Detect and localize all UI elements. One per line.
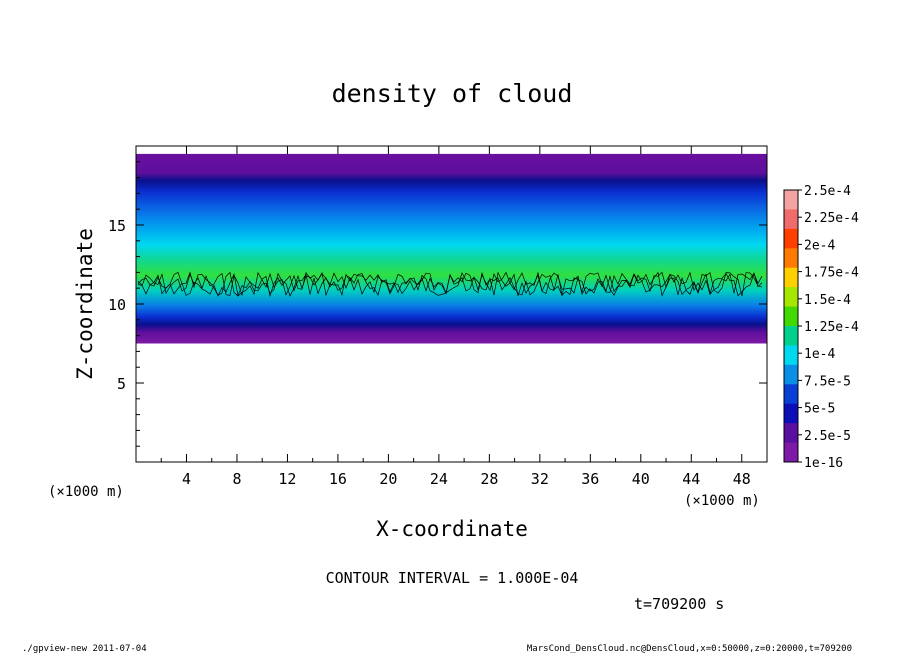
colorbar: [783, 189, 799, 463]
colorbar-label: 2.25e-4: [804, 211, 859, 226]
density-field: [136, 153, 767, 344]
x-tick-label: 16: [329, 470, 347, 488]
colorbar-segment: [784, 423, 798, 444]
colorbar-label: 1.25e-4: [804, 320, 859, 335]
colorbar-label: 1.5e-4: [804, 293, 851, 308]
colorbar-segment: [784, 248, 798, 269]
colorbar-segment: [784, 306, 798, 327]
contour-line: [137, 271, 763, 297]
colorbar-label: 5e-5: [804, 402, 835, 417]
colorbar-segment: [784, 364, 798, 385]
colorbar-label: 7.5e-5: [804, 374, 851, 389]
x-tick-label: 8: [232, 470, 241, 488]
x-tick-label: 48: [733, 470, 751, 488]
colorbar-labels: 2.5e-4 2.25e-4 2e-4 1.75e-4 1.5e-4 1.25e-4 1e-…: [798, 184, 859, 471]
colorbar-segment: [784, 345, 798, 366]
y-tick-label: 5: [117, 375, 126, 393]
x-tick-label: 20: [379, 470, 397, 488]
contour-interval: CONTOUR INTERVAL = 1.000E-04: [326, 569, 579, 587]
colorbar-segment: [784, 190, 798, 210]
colorbar-segment: [784, 442, 798, 463]
footer-right: MarsCond_DensCloud.nc@DensCloud,x=0:5000…: [527, 644, 852, 654]
colorbar-segment: [784, 384, 798, 405]
colorbar-label: 2e-4: [804, 238, 835, 253]
colorbar-segment: [784, 403, 798, 424]
colorbar-label: 1e-4: [804, 347, 835, 362]
x-tick-label: 12: [278, 470, 296, 488]
y-tick-label: 10: [108, 296, 126, 314]
y-tick-label: 15: [108, 217, 126, 235]
contour-line: [137, 271, 763, 298]
colorbar-segment: [784, 267, 798, 288]
x-tick-label: 24: [430, 470, 448, 488]
y-axis-label: Z-coordinate: [73, 228, 97, 380]
colorbar-segment: [784, 287, 798, 308]
contour-lines: [137, 271, 763, 298]
y-ticks: 5 10 15: [108, 161, 767, 447]
x-tick-label: 28: [480, 470, 498, 488]
x-tick-label: 32: [531, 470, 549, 488]
x-unit-right: (×1000 m): [684, 493, 760, 509]
x-tick-label: 40: [632, 470, 650, 488]
x-tick-label: 36: [581, 470, 599, 488]
time-label: t=709200 s: [634, 595, 724, 613]
colorbar-label: 2.5e-4: [804, 184, 851, 199]
colorbar-segment: [784, 228, 798, 249]
chart-title: density of cloud: [332, 79, 573, 108]
cloud-density-band: [136, 153, 767, 344]
colorbar-segment: [784, 209, 798, 230]
x-unit-left: (×1000 m): [48, 484, 124, 500]
colorbar-label: 2.5e-5: [804, 429, 851, 444]
x-axis-label: X-coordinate: [376, 517, 528, 541]
colorbar-label: 1e-16: [804, 456, 843, 471]
x-tick-label: 4: [182, 470, 191, 488]
colorbar-segment: [784, 326, 798, 346]
colorbar-label: 1.75e-4: [804, 266, 859, 281]
footer-left: ./gpview-new 2011-07-04: [22, 644, 147, 654]
x-ticks: 4 8 12 16 20 24 28 32 36 40 44 48: [160, 146, 751, 488]
x-tick-label: 44: [682, 470, 700, 488]
